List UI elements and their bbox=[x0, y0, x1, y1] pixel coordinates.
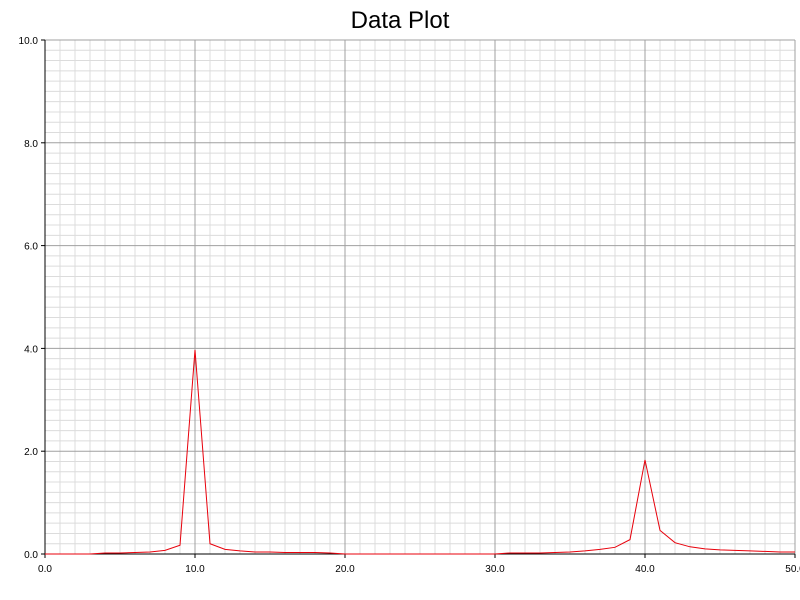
y-tick-label: 0.0 bbox=[24, 550, 38, 561]
y-tick-label: 6.0 bbox=[24, 242, 38, 253]
minor-grid bbox=[45, 40, 795, 554]
y-tick-label: 8.0 bbox=[24, 139, 38, 150]
y-tick-label: 4.0 bbox=[24, 344, 38, 355]
y-tick-labels: 0.0 2.0 4.0 6.0 8.0 10.0 bbox=[19, 36, 39, 561]
series-layer bbox=[45, 349, 795, 555]
major-grid bbox=[45, 40, 795, 554]
x-tick-label: 50.0 bbox=[785, 564, 800, 575]
x-tick-label: 0.0 bbox=[38, 564, 52, 575]
chart-title: Data Plot bbox=[350, 7, 450, 34]
x-tick-label: 30.0 bbox=[485, 564, 505, 575]
x-tick-label: 40.0 bbox=[635, 564, 655, 575]
x-tick-label: 10.0 bbox=[185, 564, 205, 575]
axes bbox=[41, 39, 796, 558]
x-tick-labels: 0.0 10.0 20.0 30.0 40.0 50.0 bbox=[38, 564, 800, 575]
y-tick-label: 2.0 bbox=[24, 447, 38, 458]
series-line bbox=[45, 349, 795, 555]
y-tick-label: 10.0 bbox=[19, 36, 39, 47]
x-tick-label: 20.0 bbox=[335, 564, 355, 575]
